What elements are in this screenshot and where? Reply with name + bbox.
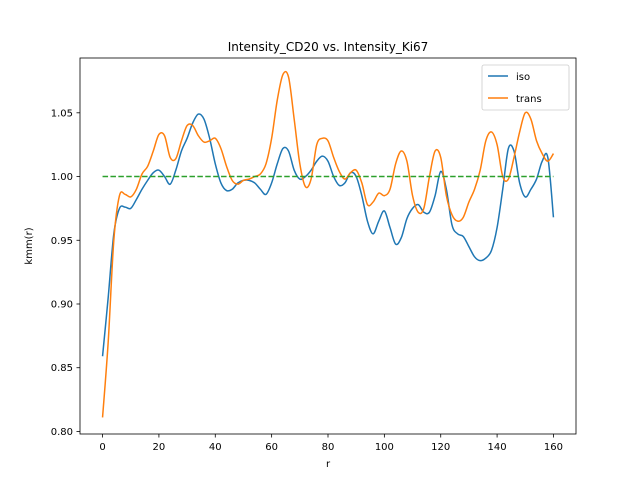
y-tick-label: 0.90 <box>51 299 73 310</box>
x-axis-title: r <box>326 459 331 470</box>
chart-title: Intensity_CD20 vs. Intensity_Ki67 <box>228 40 429 54</box>
x-tick-label: 140 <box>488 442 507 453</box>
y-axis-title: kmm(r) <box>24 227 35 264</box>
x-tick-label: 20 <box>153 442 166 453</box>
legend-label-iso: iso <box>516 72 530 83</box>
x-tick-label: 120 <box>431 442 450 453</box>
plot-area: 0 20 40 60 80 100 120 140 160 0.80 0.85 0.90 0.95 1.0… <box>51 57 577 453</box>
y-tick-label: 0.85 <box>51 363 73 374</box>
x-tick-label: 60 <box>265 442 278 453</box>
x-tick-label: 40 <box>209 442 222 453</box>
y-tick-label: 1.00 <box>51 172 73 183</box>
y-tick-label: 0.95 <box>51 236 73 247</box>
legend: iso trans <box>481 64 570 111</box>
x-tick-label: 0 <box>99 442 105 453</box>
y-tick-label: 1.05 <box>51 108 73 119</box>
y-tick-label: 0.80 <box>51 427 73 438</box>
legend-label-trans: trans <box>516 94 542 105</box>
x-tick-label: 100 <box>375 442 394 453</box>
series-line-iso <box>101 113 555 357</box>
series-line-trans <box>101 70 555 418</box>
x-tick-label: 160 <box>544 442 563 453</box>
x-tick-label: 80 <box>322 442 335 453</box>
